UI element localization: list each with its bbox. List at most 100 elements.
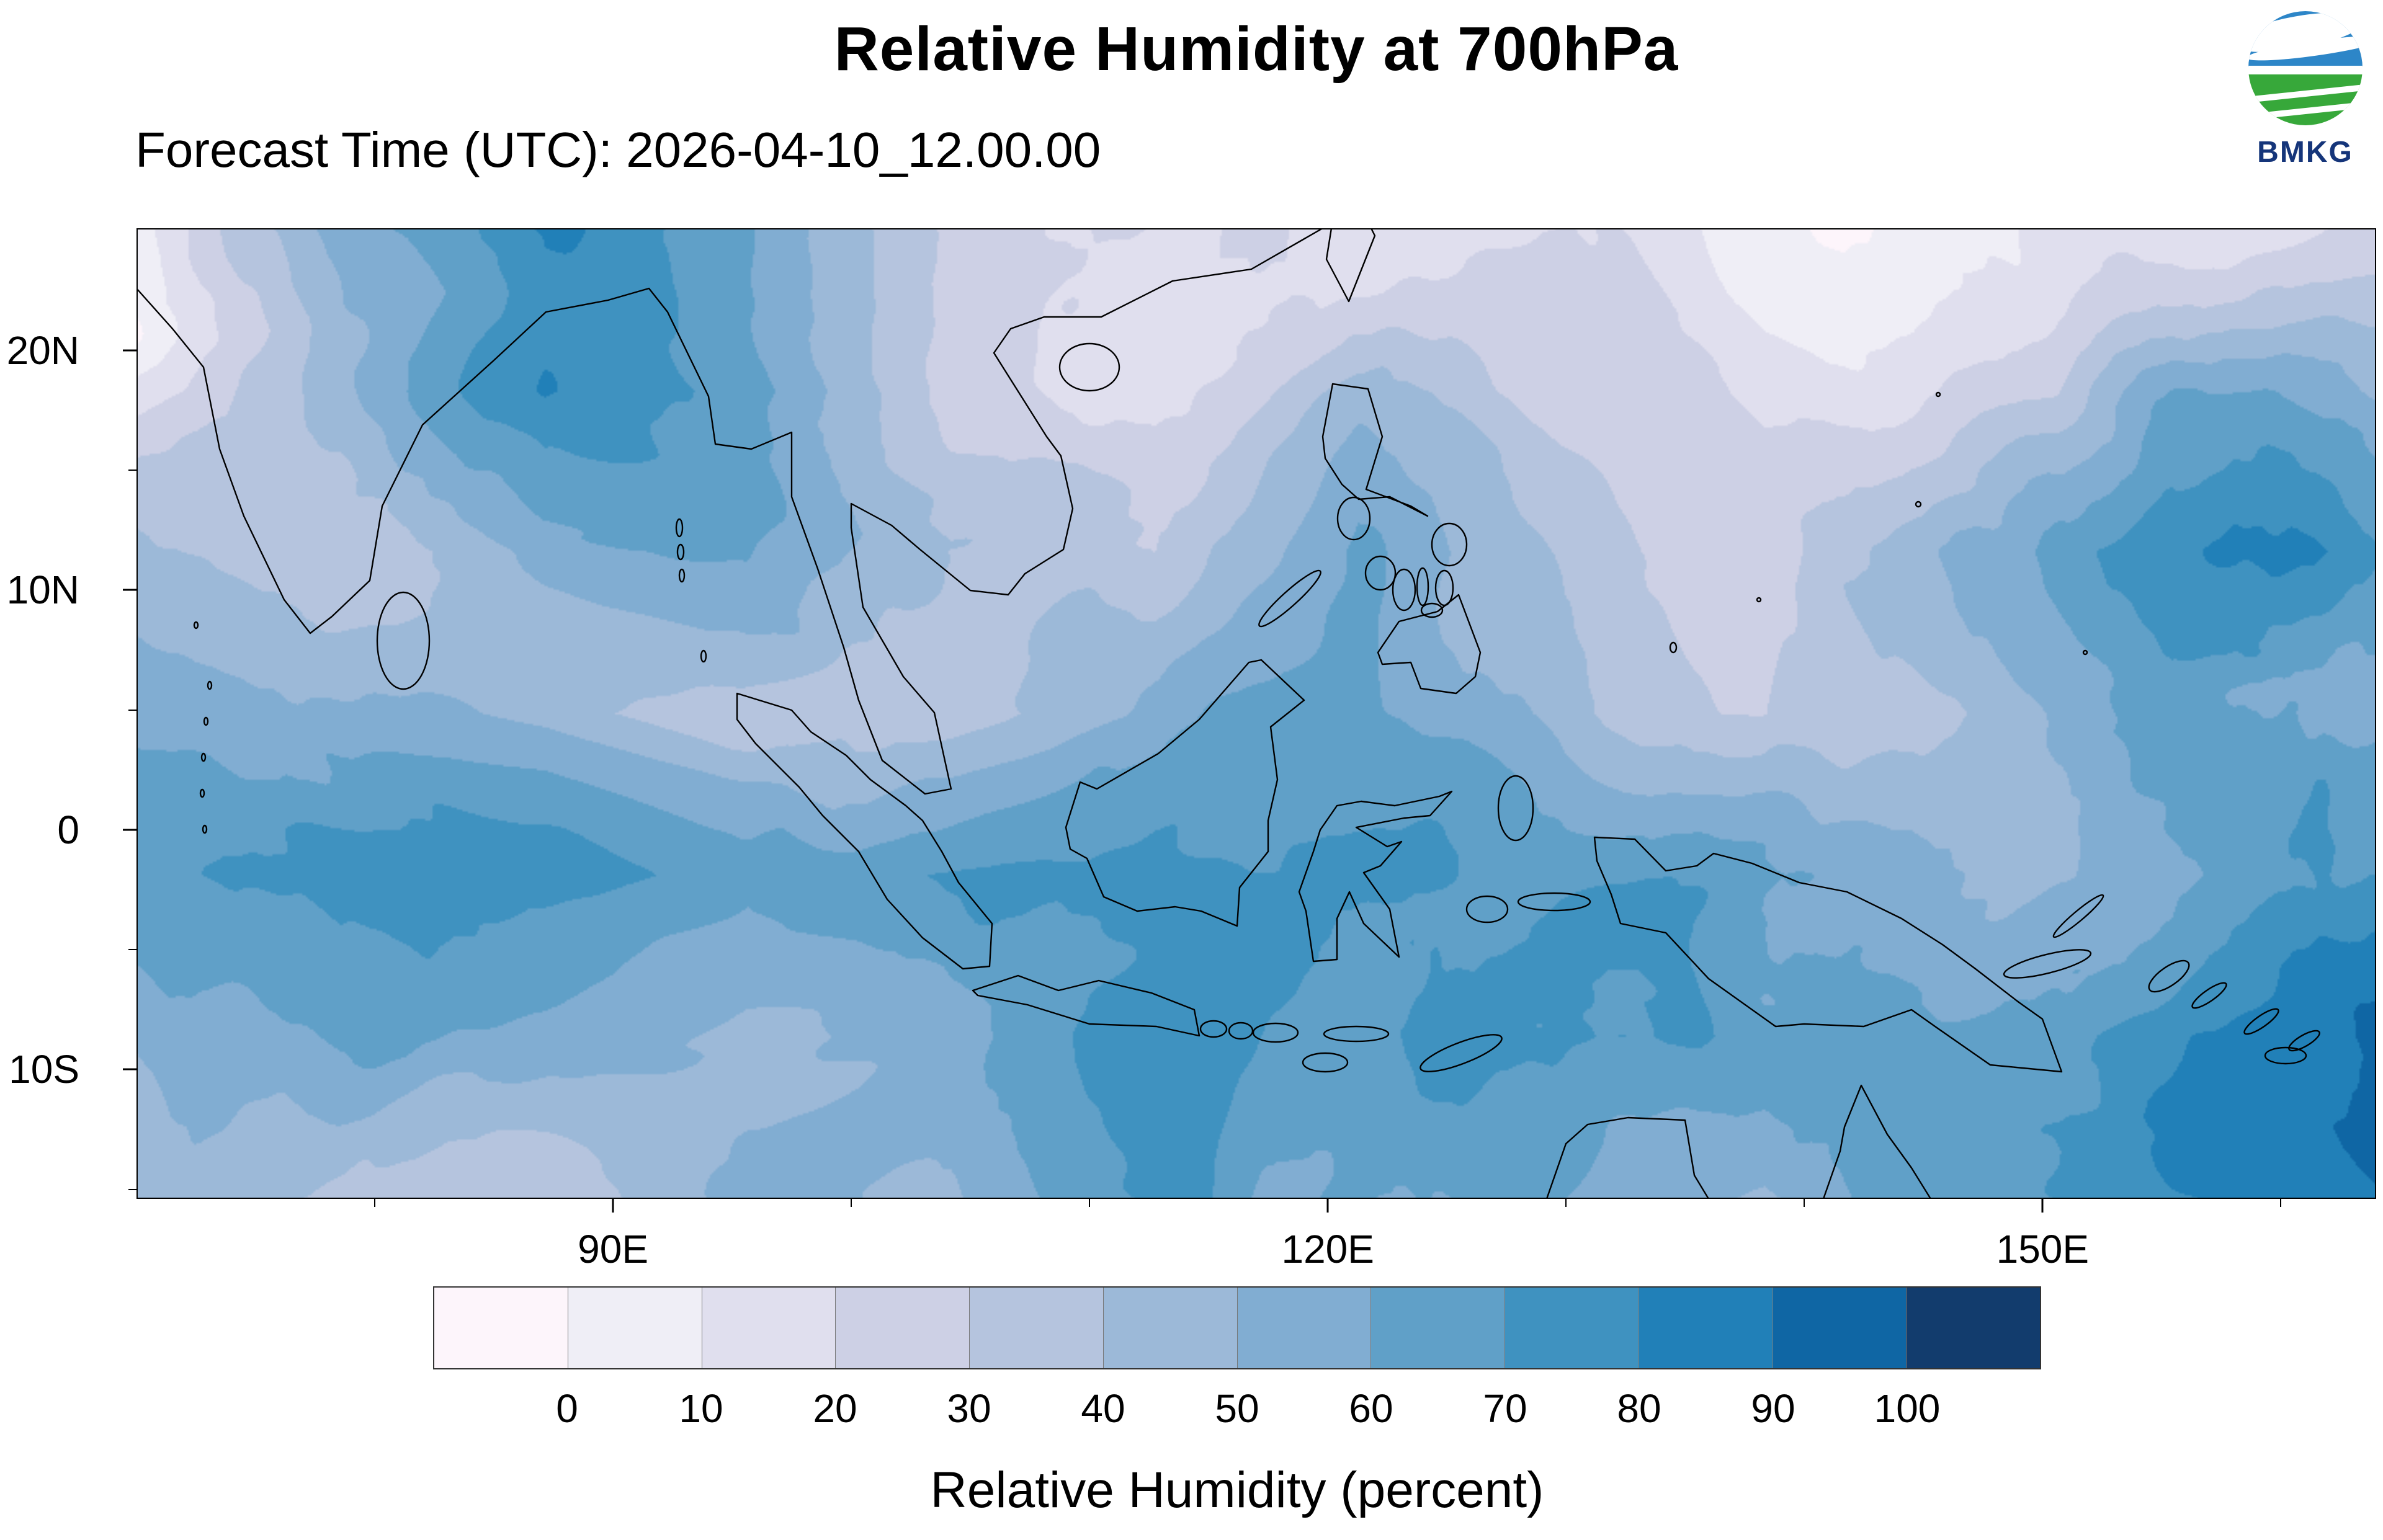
colorbar-tick-label: 90 bbox=[1751, 1386, 1795, 1431]
lat-minor-tick bbox=[128, 470, 136, 471]
colorbar-labels: 0 10 20 30 40 50 60 70 80 90 100 bbox=[433, 1369, 2041, 1431]
island-outline bbox=[675, 518, 684, 538]
colorbar-tick-label: 0 bbox=[556, 1386, 578, 1431]
island-outline bbox=[2264, 1046, 2307, 1065]
island-outline bbox=[207, 680, 213, 690]
lon-tick bbox=[2041, 1199, 2044, 1213]
island-outline bbox=[1517, 892, 1591, 912]
lon-tick bbox=[1326, 1199, 1329, 1213]
island-outline bbox=[1434, 569, 1454, 607]
lat-tick-label: 20N bbox=[6, 328, 79, 373]
island-outline bbox=[1420, 602, 1444, 618]
colorbar-segment bbox=[1504, 1288, 1639, 1368]
colorbar-segment bbox=[1638, 1288, 1773, 1368]
island-outline bbox=[1420, 1034, 1503, 1072]
island-outline bbox=[1465, 895, 1509, 924]
island-outline bbox=[202, 824, 208, 834]
lat-tick-label: 10N bbox=[6, 567, 79, 613]
island-outline bbox=[203, 716, 209, 726]
colorbar-tick-label: 20 bbox=[813, 1386, 857, 1431]
coastline-new-guinea bbox=[1593, 836, 2063, 1073]
lon-minor-tick bbox=[374, 1199, 376, 1207]
bmkg-globe-icon bbox=[2248, 11, 2363, 125]
island-outline bbox=[700, 649, 707, 663]
humidity-field bbox=[136, 228, 2376, 1199]
colorbar-tick-label: 30 bbox=[947, 1386, 991, 1431]
colorbar-boxes bbox=[433, 1286, 2041, 1369]
small-island-outlines bbox=[193, 391, 2320, 1073]
bmkg-logo: BMKG bbox=[2238, 9, 2372, 169]
island-outline bbox=[1199, 1020, 1228, 1038]
lon-tick-label: 120E bbox=[1281, 1227, 1374, 1271]
colorbar-tick-label: 50 bbox=[1215, 1386, 1259, 1431]
lon-minor-tick bbox=[2280, 1199, 2282, 1207]
island-outline bbox=[1252, 1022, 1299, 1043]
island-outline bbox=[1336, 496, 1371, 541]
coastline-java bbox=[972, 974, 1200, 1037]
colorbar-segment bbox=[434, 1288, 568, 1368]
island-outline bbox=[1915, 501, 1922, 508]
lon-minor-tick bbox=[1089, 1199, 1091, 1207]
colorbar-tick-label: 80 bbox=[1617, 1386, 1661, 1431]
coastline-sri-lanka bbox=[376, 591, 431, 690]
island-outline bbox=[1416, 567, 1429, 607]
coastline-sumatra bbox=[736, 692, 993, 970]
lon-minor-tick bbox=[851, 1199, 852, 1207]
colorbar-tick-label: 40 bbox=[1081, 1386, 1125, 1431]
colorbar-title: Relative Humidity (percent) bbox=[930, 1462, 1544, 1518]
island-outline bbox=[1497, 775, 1534, 842]
island-outline bbox=[1323, 1025, 1390, 1043]
island-outline bbox=[678, 568, 686, 583]
coastline-asia-mainland bbox=[136, 228, 1323, 795]
lat-tick-label: 0 bbox=[57, 807, 79, 852]
colorbar-tick-label: 60 bbox=[1349, 1386, 1393, 1431]
forecast-time-label: Forecast Time (UTC): 2026-04-10_12.00.00 bbox=[135, 122, 1101, 177]
lon-tick bbox=[612, 1199, 614, 1213]
colorbar-segment bbox=[969, 1288, 1103, 1368]
island-outline bbox=[199, 788, 205, 798]
colorbar-segment bbox=[701, 1288, 836, 1368]
lon-minor-tick bbox=[1804, 1199, 1805, 1207]
coastline-mindanao bbox=[1377, 594, 1482, 695]
lat-tick bbox=[123, 1068, 136, 1070]
lat-minor-tick bbox=[128, 1188, 136, 1190]
coastlines bbox=[136, 228, 2320, 1199]
lat-tick bbox=[123, 349, 136, 352]
colorbar-tick-label: 70 bbox=[1483, 1386, 1527, 1431]
island-outline bbox=[2003, 949, 2092, 979]
island-outline bbox=[2082, 649, 2088, 656]
island-outline bbox=[2052, 894, 2104, 938]
coastline-hainan bbox=[1058, 342, 1120, 392]
island-outline bbox=[1431, 522, 1468, 567]
lat-tick-label: 10S bbox=[9, 1047, 79, 1092]
lon-tick-label: 150E bbox=[1996, 1227, 2090, 1271]
coastlines-overlay bbox=[136, 228, 2320, 1199]
island-outline bbox=[2288, 1030, 2320, 1052]
island-outline bbox=[1756, 597, 1762, 603]
coastline-sulawesi bbox=[1298, 790, 1453, 963]
colorbar-segment bbox=[835, 1288, 969, 1368]
bmkg-logo-text: BMKG bbox=[2257, 136, 2353, 169]
coastline-australia-top-end bbox=[1545, 1116, 1710, 1199]
island-outline bbox=[2148, 959, 2190, 993]
island-outline bbox=[1302, 1052, 1349, 1073]
coastline-cape-york bbox=[1822, 1084, 1932, 1199]
map-panel: 20N 10N 0 10S 90E 120E 150E bbox=[7, 228, 2376, 1271]
chart-title: Relative Humidity at 700hPa bbox=[834, 14, 1679, 84]
island-outline bbox=[2191, 982, 2227, 1009]
island-outline bbox=[2243, 1008, 2279, 1035]
coastline-luzon bbox=[1321, 383, 1429, 517]
colorbar: 0 10 20 30 40 50 60 70 80 90 100 bbox=[433, 1286, 2041, 1431]
lon-minor-tick bbox=[1565, 1199, 1567, 1207]
island-outline bbox=[1228, 1021, 1254, 1040]
colorbar-segment bbox=[1102, 1288, 1237, 1368]
colorbar-segment bbox=[1772, 1288, 1907, 1368]
island-outline bbox=[1935, 391, 1941, 398]
island-outline bbox=[200, 752, 207, 762]
island-outline bbox=[1258, 569, 1321, 628]
lat-minor-tick bbox=[128, 949, 136, 951]
lat-tick bbox=[123, 829, 136, 831]
island-outline bbox=[1669, 641, 1678, 654]
lat-minor-tick bbox=[128, 709, 136, 711]
island-outline bbox=[193, 621, 199, 630]
